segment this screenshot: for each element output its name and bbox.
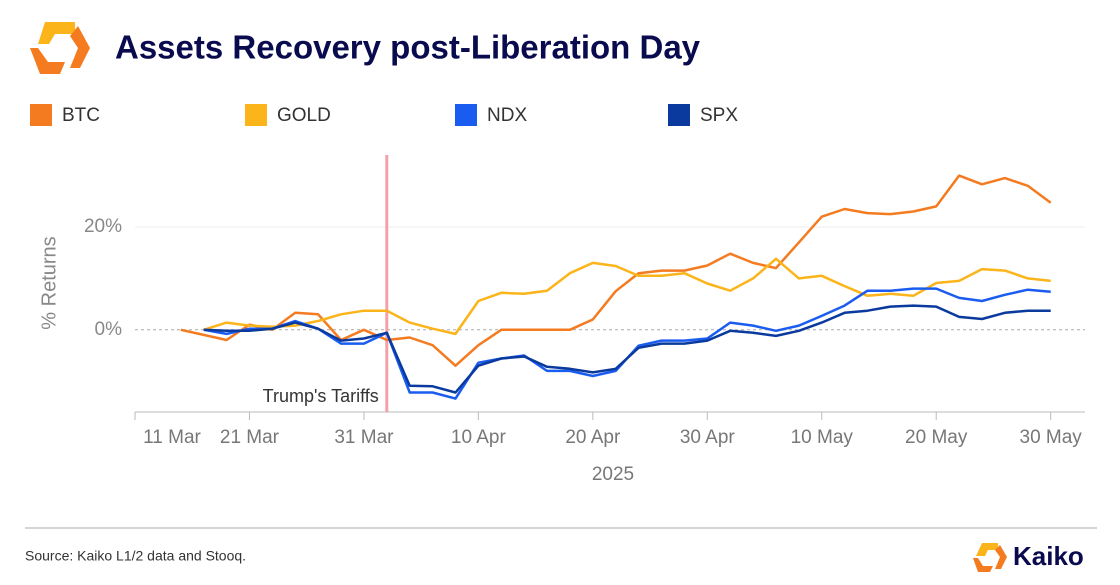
legend-swatch	[245, 104, 267, 126]
series-line	[180, 174, 1052, 367]
x-tick-label: 10 Apr	[451, 427, 507, 448]
x-tick-label: 11 Mar	[143, 427, 201, 448]
brand-logo	[973, 543, 1007, 572]
legend-label: BTC	[62, 105, 100, 126]
x-tick-label: 20 Apr	[565, 427, 621, 448]
y-axis-label: % Returns	[38, 236, 60, 329]
x-tick-label: 20 May	[905, 427, 968, 448]
legend-label: GOLD	[277, 105, 331, 126]
legend-label: SPX	[700, 105, 738, 126]
brand: Kaiko	[1013, 541, 1084, 571]
x-tick-label: 21 Mar	[220, 427, 280, 448]
legend-swatch	[668, 104, 690, 126]
chart-title: Assets Recovery post-Liberation Day	[115, 29, 701, 66]
y-tick-label: 20%	[84, 216, 122, 237]
series-line	[203, 304, 1051, 394]
legend-label: NDX	[487, 105, 527, 126]
source: Source: Kaiko L1/2 data and Stooq.	[25, 548, 246, 564]
series-line	[203, 257, 1051, 336]
x-tick-label: 30 May	[1020, 427, 1083, 448]
x-tick-label: 10 May	[791, 427, 854, 448]
x-tick-label: 31 Mar	[334, 427, 394, 448]
annotation-text: Trump's Tariffs	[263, 386, 379, 406]
x-axis-label: 2025	[592, 464, 634, 485]
logo	[30, 22, 90, 74]
legend-swatch	[30, 104, 52, 126]
legend-swatch	[455, 104, 477, 126]
x-tick-label: 30 Apr	[680, 427, 736, 448]
y-tick-label: 0%	[95, 319, 123, 340]
